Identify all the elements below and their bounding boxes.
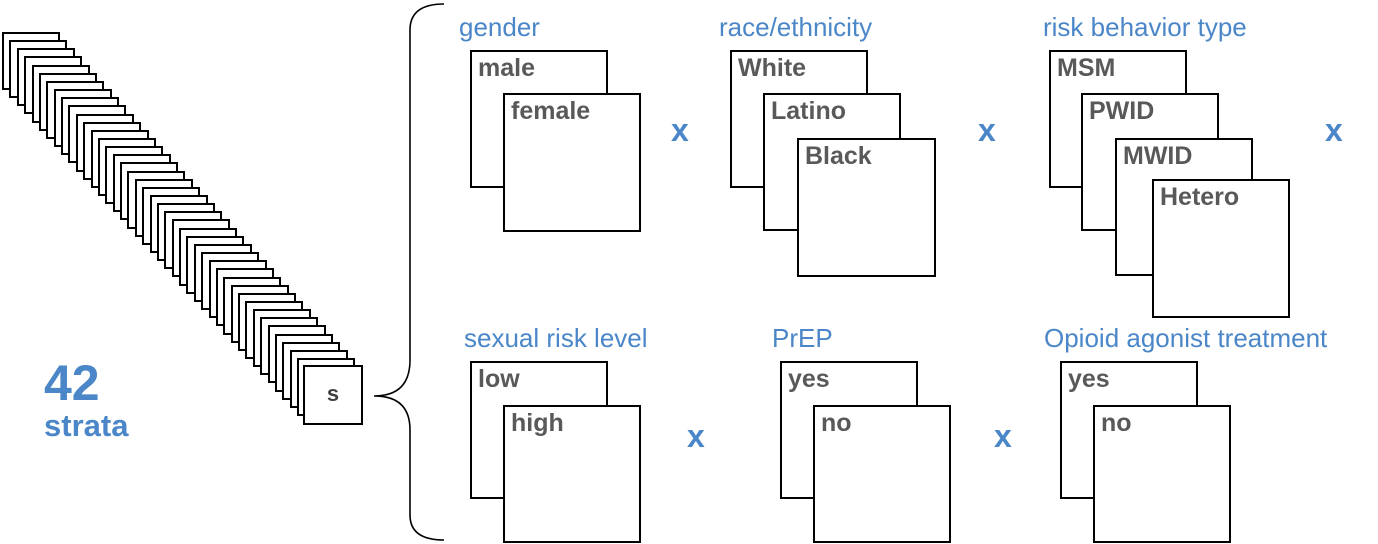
multiply-symbol: x [978, 112, 996, 148]
level-label: Hetero [1160, 183, 1240, 211]
level-card-prep-no: no [813, 405, 951, 543]
level-label: yes [788, 365, 830, 393]
multiply-symbol: x [687, 418, 705, 454]
level-label: Black [805, 142, 872, 170]
level-label: male [478, 54, 535, 82]
dimension-title-opioid-agonist-treatment: Opioid agonist treatment [1044, 323, 1328, 353]
dimension-title-prep: PrEP [772, 323, 833, 353]
dimension-title-sexual-risk-level: sexual risk level [464, 323, 648, 353]
level-card-high: high [503, 405, 641, 543]
level-label: MSM [1057, 54, 1116, 82]
level-label: no [821, 409, 852, 437]
multiply-symbol: x [994, 418, 1012, 454]
strata-unit-label: strata [44, 408, 129, 443]
level-card-black: Black [797, 138, 936, 277]
dimension-title-risk-behavior-type: risk behavior type [1043, 12, 1247, 42]
curly-brace [373, 3, 445, 541]
dimension-title-gender: gender [459, 12, 540, 42]
multiply-symbol: x [671, 112, 689, 148]
level-label: no [1101, 409, 1132, 437]
level-label: female [511, 97, 591, 125]
level-card-oat-no: no [1093, 405, 1231, 543]
level-label: Latino [771, 97, 846, 125]
level-label: White [738, 54, 807, 82]
stratum-card-s: s [303, 365, 363, 425]
level-label: yes [1068, 365, 1110, 393]
level-label: high [511, 409, 564, 437]
level-label: PWID [1089, 97, 1155, 125]
level-label: MWID [1123, 142, 1193, 170]
level-card-female: female [503, 93, 641, 232]
multiply-symbol: x [1325, 112, 1343, 148]
dimension-title-race-ethnicity: race/ethnicity [719, 12, 873, 42]
level-card-hetero: Hetero [1152, 179, 1290, 318]
strata-count: 42 [44, 355, 100, 411]
level-label: low [478, 365, 520, 393]
stratum-card-label: s [326, 381, 340, 406]
